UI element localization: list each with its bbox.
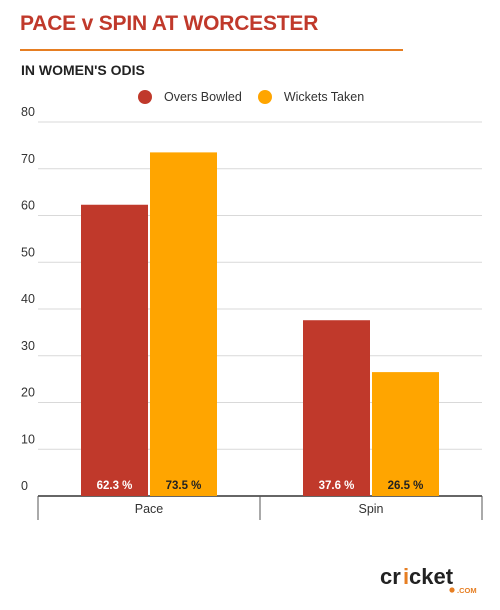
legend: Overs Bowled Wickets Taken (138, 89, 380, 105)
y-tick-label: 50 (21, 245, 35, 259)
chart-title: PACE v SPIN AT WORCESTER (20, 12, 319, 35)
svg-text:i: i (403, 564, 409, 589)
data-label: 73.5 % (166, 480, 202, 492)
legend-swatch-overs (138, 90, 152, 104)
svg-text:cr: cr (380, 564, 401, 589)
y-tick-label: 80 (21, 105, 35, 119)
y-tick-label: 60 (21, 199, 35, 213)
title-underline (20, 49, 403, 51)
data-label: 62.3 % (97, 480, 133, 492)
svg-text:cket: cket (409, 564, 454, 589)
data-label: 26.5 % (388, 480, 424, 492)
y-tick-label: 0 (21, 479, 28, 493)
y-tick-label: 20 (21, 386, 35, 400)
y-tick-label: 70 (21, 152, 35, 166)
y-tick-label: 30 (21, 339, 35, 353)
y-tick-label: 40 (21, 292, 35, 306)
y-tick-label: 10 (21, 432, 35, 446)
svg-text:.COM: .COM (457, 586, 477, 594)
legend-label-overs: Overs Bowled (164, 90, 242, 104)
bar (303, 320, 370, 496)
chart-subtitle: IN WOMEN'S ODIS (21, 62, 145, 78)
cricket-com-logo: cr i cket .COM (380, 564, 480, 595)
bar (81, 204, 148, 496)
x-tick-label: Spin (358, 502, 383, 516)
x-tick-label: Pace (135, 502, 164, 516)
bar-chart: 0 10 20 30 40 50 60 70 80 62.3 % 73.5 %Pace 37.6 % 2… (21, 105, 483, 520)
bar (150, 152, 217, 496)
legend-swatch-wickets (257, 90, 272, 104)
legend-item-overs: Overs Bowled (138, 90, 242, 104)
data-label: 37.6 % (319, 480, 355, 492)
legend-label-wickets: Wickets Taken (283, 90, 365, 104)
legend-item-wickets: Wickets Taken (257, 90, 365, 104)
bar (372, 372, 439, 496)
